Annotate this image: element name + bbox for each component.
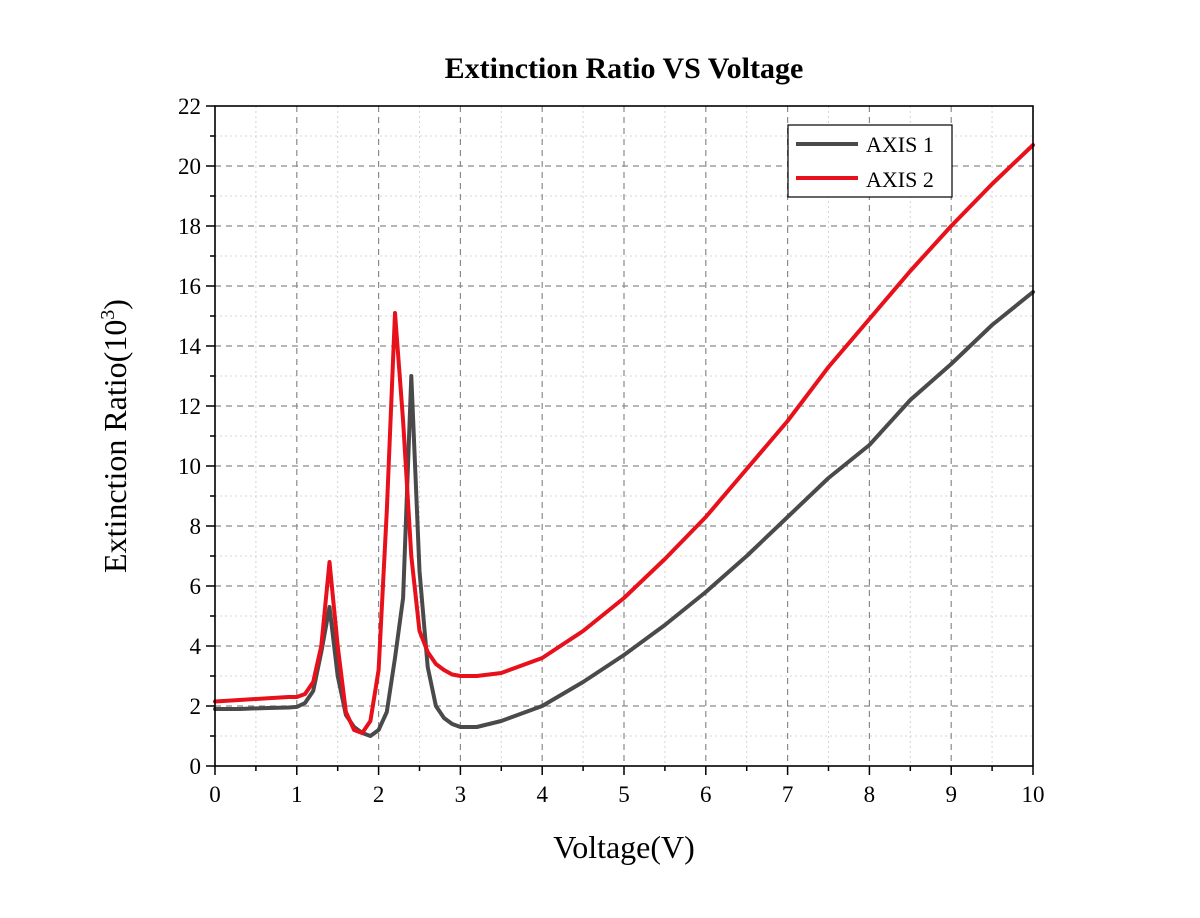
x-tick-label: 9 — [945, 782, 957, 807]
x-tick-label: 4 — [536, 782, 548, 807]
x-tick-labels: 0 1 2 3 4 5 6 7 8 9 10 — [209, 782, 1044, 807]
y-axis-label: Extinction Ratio(103) — [97, 299, 133, 573]
y-tick-label: 20 — [178, 154, 201, 179]
major-grid — [215, 106, 1033, 766]
y-tick-label: 16 — [178, 274, 201, 299]
x-tick-label: 7 — [782, 782, 794, 807]
x-tick-label: 3 — [455, 782, 467, 807]
x-tick-label: 6 — [700, 782, 712, 807]
y-tick-label: 14 — [178, 334, 202, 359]
x-axis-label: Voltage(V) — [553, 829, 695, 865]
y-axis-label-main: Extinction Ratio(10 — [97, 320, 133, 573]
y-tick-label: 22 — [178, 94, 201, 119]
y-tick-label: 12 — [178, 394, 201, 419]
series-line-axis-2 — [213, 143, 1035, 735]
axis-ticks — [206, 105, 1034, 775]
y-tick-label: 2 — [190, 694, 202, 719]
legend: AXIS 1 AXIS 2 — [787, 124, 953, 198]
legend-box — [787, 124, 953, 198]
y-tick-label: 18 — [178, 214, 201, 239]
y-tick-label: 4 — [190, 634, 202, 659]
y-axis-label-superscript: 3 — [97, 310, 119, 320]
legend-label-axis-1: AXIS 1 — [866, 132, 934, 157]
y-tick-label: 8 — [190, 514, 202, 539]
y-tick-label: 10 — [178, 454, 201, 479]
y-tick-labels: 0 2 4 6 8 10 12 14 16 18 20 22 — [178, 94, 202, 779]
y-tick-label: 6 — [190, 574, 202, 599]
x-tick-label: 1 — [291, 782, 303, 807]
x-tick-label: 5 — [618, 782, 630, 807]
x-tick-label: 8 — [864, 782, 876, 807]
x-tick-label: 10 — [1022, 782, 1045, 807]
series-layer — [213, 143, 1035, 738]
legend-label-axis-2: AXIS 2 — [866, 167, 934, 192]
x-tick-label: 2 — [373, 782, 385, 807]
x-tick-label: 0 — [209, 782, 221, 807]
y-tick-label: 0 — [190, 754, 202, 779]
chart-title: Extinction Ratio VS Voltage — [445, 52, 804, 85]
y-axis-label-close: ) — [97, 299, 133, 310]
